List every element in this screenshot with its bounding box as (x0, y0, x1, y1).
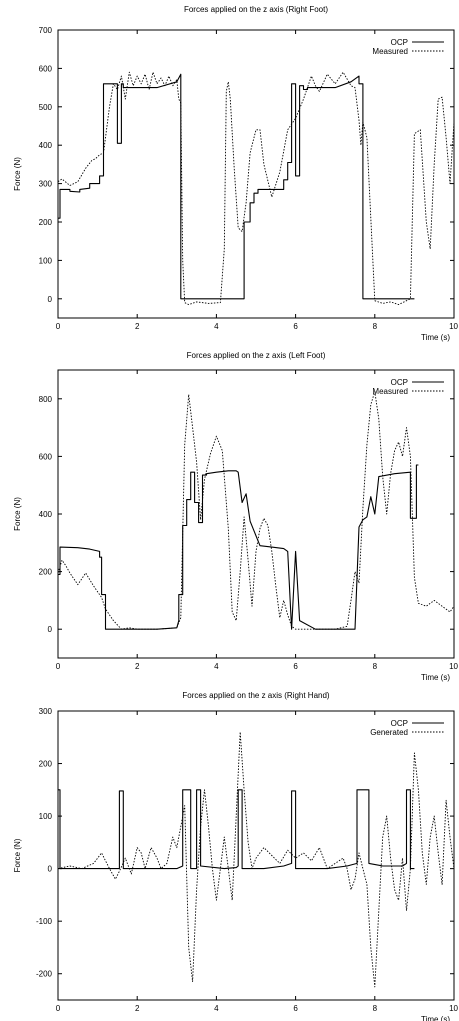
y-tick-label: 300 (39, 707, 53, 716)
y-tick-label: 600 (39, 64, 53, 73)
x-tick-label: 8 (373, 322, 378, 331)
series-line-measured (58, 71, 454, 306)
x-axis-label: Time (s) (421, 673, 450, 682)
y-tick-label: 400 (39, 141, 53, 150)
x-tick-label: 0 (56, 662, 61, 671)
legend-label: Measured (372, 47, 408, 56)
y-tick-label: 200 (39, 760, 53, 769)
series-line-ocp (58, 73, 415, 300)
chart-title: Forces applied on the z axis (Left Foot) (187, 351, 326, 360)
x-tick-label: 4 (214, 322, 219, 331)
legend-label: OCP (391, 719, 408, 728)
y-tick-label: 600 (39, 452, 53, 461)
y-tick-label: -100 (36, 917, 53, 926)
y-axis-label: Force (N) (13, 497, 22, 531)
chart-panel-2: Forces applied on the z axis (Left Foot)… (13, 351, 459, 682)
x-tick-label: 6 (293, 1004, 298, 1013)
y-tick-label: 700 (39, 26, 53, 35)
chart-panel-1: Forces applied on the z axis (Right Foot… (13, 5, 459, 342)
x-tick-label: 0 (56, 322, 61, 331)
x-tick-label: 8 (373, 1004, 378, 1013)
plot-frame (57, 710, 455, 1001)
chart-title: Forces applied on the z axis (Right Hand… (182, 691, 330, 700)
y-tick-label: 0 (48, 865, 53, 874)
x-tick-label: 2 (135, 1004, 140, 1013)
legend-label: Generated (370, 728, 408, 737)
chart-panel-3: Forces applied on the z axis (Right Hand… (13, 691, 459, 1021)
x-tick-label: 6 (293, 662, 298, 671)
y-tick-label: 200 (39, 218, 53, 227)
x-tick-label: 2 (135, 322, 140, 331)
x-tick-label: 10 (449, 662, 458, 671)
x-tick-label: 4 (214, 662, 219, 671)
x-tick-label: 2 (135, 662, 140, 671)
y-tick-label: 300 (39, 180, 53, 189)
series-line-measured (58, 391, 454, 630)
y-axis-label: Force (N) (13, 157, 22, 191)
x-tick-label: 8 (373, 662, 378, 671)
legend-label: Measured (372, 387, 408, 396)
chart-title: Forces applied on the z axis (Right Foot… (184, 5, 328, 14)
plot-frame (57, 369, 455, 659)
plot-frame (57, 29, 455, 319)
y-tick-label: 0 (48, 625, 53, 634)
y-tick-label: 500 (39, 103, 53, 112)
y-tick-label: 400 (39, 510, 53, 519)
legend-label: OCP (391, 378, 408, 387)
x-axis-label: Time (s) (421, 333, 450, 342)
y-tick-label: 100 (39, 812, 53, 821)
y-tick-label: 800 (39, 395, 53, 404)
series-line-ocp (58, 789, 415, 870)
x-axis-label: Time (s) (421, 1015, 450, 1021)
x-tick-label: 4 (214, 1004, 219, 1013)
y-tick-label: 0 (48, 295, 53, 304)
x-tick-label: 10 (449, 322, 458, 331)
y-tick-label: 200 (39, 568, 53, 577)
y-tick-label: -200 (36, 970, 53, 979)
x-tick-label: 6 (293, 322, 298, 331)
x-tick-label: 10 (449, 1004, 458, 1013)
series-line-ocp (58, 464, 419, 630)
y-axis-label: Force (N) (13, 838, 22, 872)
y-tick-label: 100 (39, 256, 53, 265)
legend-label: OCP (391, 38, 408, 47)
series-line-generated (58, 731, 454, 988)
x-tick-label: 0 (56, 1004, 61, 1013)
